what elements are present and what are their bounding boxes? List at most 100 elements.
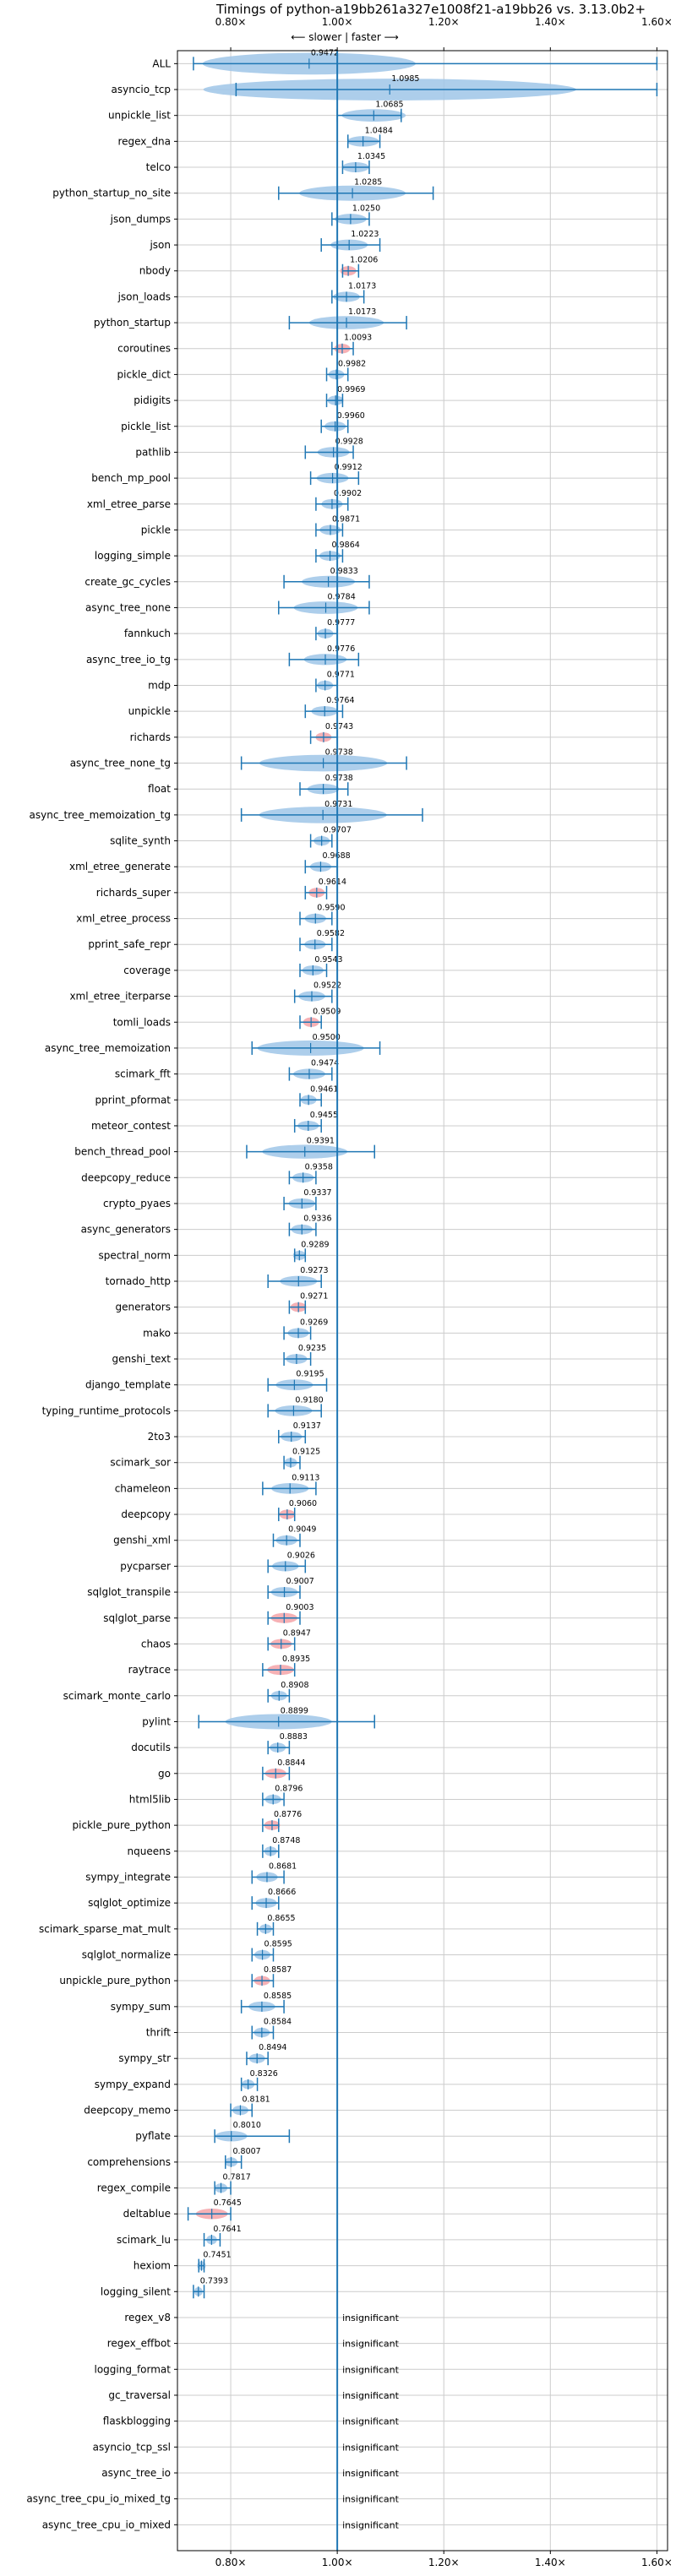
value-label: 0.8595 — [264, 1940, 292, 1949]
y-tick-label: logging_simple — [95, 550, 171, 562]
value-label: 0.8776 — [274, 1810, 302, 1819]
y-tick-label: nbody — [139, 265, 171, 277]
y-tick-label: python_startup — [94, 317, 171, 329]
y-tick-label: async_tree_cpu_io_mixed_tg — [26, 2493, 171, 2505]
value-label: 0.8947 — [283, 1628, 311, 1638]
value-label: 0.9731 — [324, 800, 352, 809]
y-tick-label: async_tree_none_tg — [70, 758, 171, 769]
y-tick-label: hexiom — [134, 2260, 171, 2272]
value-label: 0.9271 — [300, 1292, 328, 1302]
value-label: 0.9289 — [301, 1240, 329, 1249]
value-label: 0.8899 — [281, 1706, 308, 1715]
insignificant-label: insignificant — [342, 2468, 400, 2479]
value-label: 0.9871 — [332, 514, 360, 524]
x-tick-label-bottom: 1.00× — [322, 2557, 353, 2568]
value-label: 0.9113 — [292, 1473, 319, 1482]
value-label: 0.9455 — [310, 1111, 338, 1120]
insignificant-label: insignificant — [342, 2390, 400, 2401]
value-label: 0.8585 — [264, 1992, 292, 2001]
y-tick-label: thrift — [146, 2027, 172, 2039]
value-label: 0.9960 — [337, 411, 365, 421]
y-tick-label: telco — [146, 161, 171, 173]
y-tick-label: sympy_expand — [95, 2079, 171, 2090]
x-tick-label-top: 1.00× — [322, 16, 353, 28]
value-label: 0.9522 — [313, 981, 341, 991]
value-label: 0.9543 — [314, 955, 342, 965]
y-tick-label: async_tree_io — [101, 2467, 171, 2479]
y-tick-label: pprint_pformat — [95, 1094, 172, 1106]
insignificant-label: insignificant — [342, 2416, 400, 2427]
value-label: 0.9003 — [286, 1603, 313, 1612]
value-label: 0.9472 — [311, 48, 339, 57]
y-tick-label: python_startup_no_site — [52, 187, 171, 199]
value-label: 0.8587 — [264, 1965, 292, 1975]
value-label: 0.8007 — [232, 2147, 260, 2156]
y-tick-label: pycparser — [120, 1560, 171, 1572]
y-tick-label: sqlite_synth — [110, 835, 171, 847]
y-tick-label: unpickle — [128, 705, 171, 717]
value-label: 0.9337 — [303, 1188, 331, 1198]
value-label: 0.7817 — [223, 2173, 251, 2182]
y-tick-label: pylint — [142, 1715, 171, 1727]
y-tick-label: gc_traversal — [108, 2389, 171, 2401]
y-tick-label: scimark_sor — [110, 1457, 171, 1469]
y-tick-label: coverage — [123, 965, 171, 976]
y-tick-label: chameleon — [115, 1482, 171, 1494]
value-label: 1.0345 — [357, 152, 385, 161]
value-label: 0.9771 — [327, 671, 355, 680]
y-tick-label: regex_v8 — [124, 2312, 171, 2323]
y-tick-label: richards — [130, 731, 171, 743]
value-label: 0.9391 — [307, 1137, 335, 1146]
x-tick-label-top: 1.60× — [641, 16, 673, 28]
chart-marks — [187, 52, 658, 2299]
y-tick-label: logging_format — [94, 2363, 171, 2375]
x-tick-label-bottom: 0.80× — [215, 2557, 247, 2568]
value-label: 0.9590 — [317, 904, 345, 913]
value-label: 0.9969 — [337, 385, 365, 394]
y-tick-label: typing_runtime_protocols — [42, 1405, 171, 1416]
value-label: 0.9833 — [330, 567, 358, 576]
value-label: 0.8655 — [267, 1914, 295, 1923]
speed-direction-label: ⟵ slower | faster ⟶ — [291, 31, 399, 43]
value-label: 0.8326 — [250, 2069, 278, 2079]
y-tick-label: sqlglot_optimize — [88, 1897, 171, 1909]
y-tick-label: deepcopy — [121, 1508, 171, 1520]
y-tick-label: chaos — [141, 1638, 171, 1649]
value-label: 0.9738 — [325, 748, 353, 758]
value-label: 0.8181 — [242, 2095, 270, 2105]
y-tick-label: pickle_pure_python — [73, 1819, 171, 1831]
value-label: 0.9026 — [287, 1551, 315, 1560]
y-tick-label: pprint_safe_repr — [88, 938, 171, 950]
y-tick-label: mdp — [148, 680, 171, 692]
value-label: 0.8681 — [269, 1861, 297, 1871]
insignificant-label: insignificant — [342, 2312, 400, 2323]
y-tick-label: richards_super — [96, 887, 171, 899]
value-label: 0.9902 — [334, 489, 362, 498]
x-tick-label-top: 1.40× — [535, 16, 566, 28]
y-tick-label: pidigits — [134, 394, 171, 406]
y-tick-label: scimark_monte_carlo — [63, 1690, 171, 1702]
value-label: 0.8748 — [272, 1836, 300, 1845]
y-tick-label: bench_thread_pool — [74, 1146, 171, 1158]
y-tick-label: html5lib — [129, 1793, 171, 1805]
value-label: 0.8010 — [233, 2121, 261, 2130]
y-tick-label: spectral_norm — [98, 1249, 171, 1261]
y-tick-label: ALL — [152, 57, 171, 69]
value-label: 0.9509 — [313, 1007, 341, 1016]
plot-frame — [177, 50, 668, 2552]
value-label: 0.9776 — [327, 644, 355, 654]
y-tick-label: xml_etree_parse — [87, 498, 171, 510]
value-label: 0.7645 — [214, 2198, 242, 2208]
value-label: 0.9137 — [293, 1421, 321, 1431]
y-tick-label: pickle_list — [121, 421, 171, 432]
y-tick-label: deltablue — [123, 2208, 171, 2220]
value-label: 1.0093 — [344, 334, 372, 343]
value-label: 0.8883 — [280, 1732, 308, 1742]
value-label: 0.9474 — [311, 1059, 339, 1068]
value-label: 0.9461 — [310, 1084, 338, 1094]
y-tick-label: pyflate — [135, 2130, 171, 2142]
value-label: 0.9738 — [325, 774, 353, 783]
y-tick-label: deepcopy_reduce — [81, 1171, 171, 1183]
value-label: 0.9060 — [289, 1499, 317, 1508]
